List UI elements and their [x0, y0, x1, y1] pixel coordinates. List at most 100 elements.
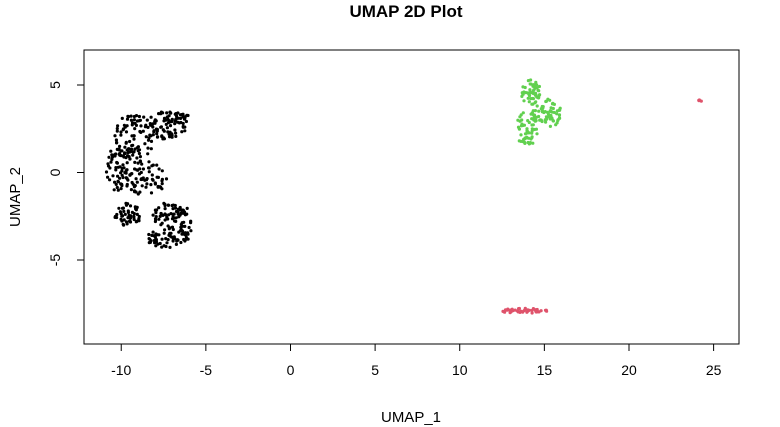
x-tick-label: 25: [706, 362, 722, 378]
data-point: [168, 124, 173, 128]
data-point: [128, 173, 132, 177]
data-point: [164, 122, 168, 126]
data-point: [123, 145, 127, 149]
data-point: [117, 147, 121, 151]
data-point: [124, 171, 128, 175]
data-point: [135, 119, 140, 123]
data-point: [160, 182, 164, 186]
data-point: [157, 206, 161, 210]
data-point: [531, 96, 535, 101]
data-point: [526, 79, 531, 83]
data-point: [122, 209, 126, 213]
data-point: [121, 175, 125, 180]
data-point: [528, 82, 532, 86]
data-point: [114, 152, 118, 156]
data-point: [135, 156, 139, 160]
data-point: [166, 117, 170, 121]
data-point: [127, 155, 131, 159]
data-point: [132, 118, 136, 122]
data-point: [533, 93, 538, 97]
data-point: [527, 92, 531, 96]
data-point: [120, 219, 124, 223]
data-point: [171, 239, 175, 243]
data-point: [132, 212, 136, 216]
data-point: [168, 135, 172, 139]
data-point: [183, 129, 187, 133]
data-point: [173, 122, 177, 126]
data-point: [147, 160, 151, 164]
data-point: [124, 176, 128, 180]
data-point: [516, 118, 520, 122]
data-point: [131, 153, 135, 157]
data-point: [167, 114, 171, 118]
data-point: [129, 118, 133, 122]
data-point: [133, 160, 137, 164]
data-point: [133, 184, 137, 188]
data-point: [557, 116, 562, 120]
data-point: [180, 130, 184, 134]
data-point: [161, 111, 165, 115]
data-point: [170, 117, 174, 121]
data-point: [114, 166, 118, 170]
data-point: [530, 131, 534, 135]
data-point: [158, 214, 162, 218]
data-point: [119, 133, 123, 137]
data-point: [155, 135, 160, 139]
data-point: [125, 124, 129, 128]
data-point: [178, 205, 182, 210]
data-point: [550, 102, 555, 106]
data-point: [137, 114, 141, 119]
data-point: [127, 150, 131, 154]
data-point: [161, 128, 165, 132]
data-point: [187, 225, 191, 230]
data-point: [149, 115, 153, 119]
data-point: [186, 113, 190, 118]
data-point: [531, 141, 535, 145]
data-point: [537, 93, 541, 97]
data-point: [143, 178, 147, 182]
data-point: [129, 114, 133, 118]
data-point: [183, 117, 187, 121]
data-point: [547, 115, 551, 119]
data-point: [129, 149, 133, 153]
data-point: [164, 237, 168, 241]
y-axis-label: UMAP_2: [7, 167, 24, 227]
data-point: [149, 191, 154, 195]
data-point: [170, 133, 174, 137]
data-point: [145, 182, 149, 186]
data-point: [503, 308, 508, 312]
data-point: [146, 125, 150, 129]
data-point: [159, 223, 163, 227]
data-point: [132, 134, 136, 138]
data-point: [134, 207, 138, 211]
data-point: [130, 144, 134, 148]
data-point: [513, 308, 517, 312]
data-point: [182, 220, 186, 224]
data-point: [120, 206, 125, 210]
data-point: [136, 149, 140, 153]
data-point: [181, 208, 185, 212]
data-point: [167, 213, 171, 217]
data-point: [116, 180, 120, 184]
data-point: [178, 229, 183, 233]
data-point: [138, 155, 142, 159]
data-point: [529, 137, 533, 141]
data-point: [159, 125, 163, 129]
data-point: [519, 139, 523, 143]
data-point: [527, 100, 531, 104]
data-point: [118, 144, 122, 148]
data-point: [185, 231, 189, 235]
data-point: [151, 125, 155, 129]
data-point: [173, 219, 177, 223]
plot-area-border: [83, 49, 740, 345]
data-point: [166, 121, 171, 125]
data-point: [147, 166, 151, 170]
data-point: [557, 113, 562, 117]
data-point: [520, 118, 524, 122]
data-point: [151, 230, 155, 234]
data-point: [123, 212, 127, 216]
data-point: [132, 189, 137, 193]
data-point: [530, 311, 534, 315]
data-point: [155, 175, 159, 179]
data-point: [116, 124, 120, 128]
